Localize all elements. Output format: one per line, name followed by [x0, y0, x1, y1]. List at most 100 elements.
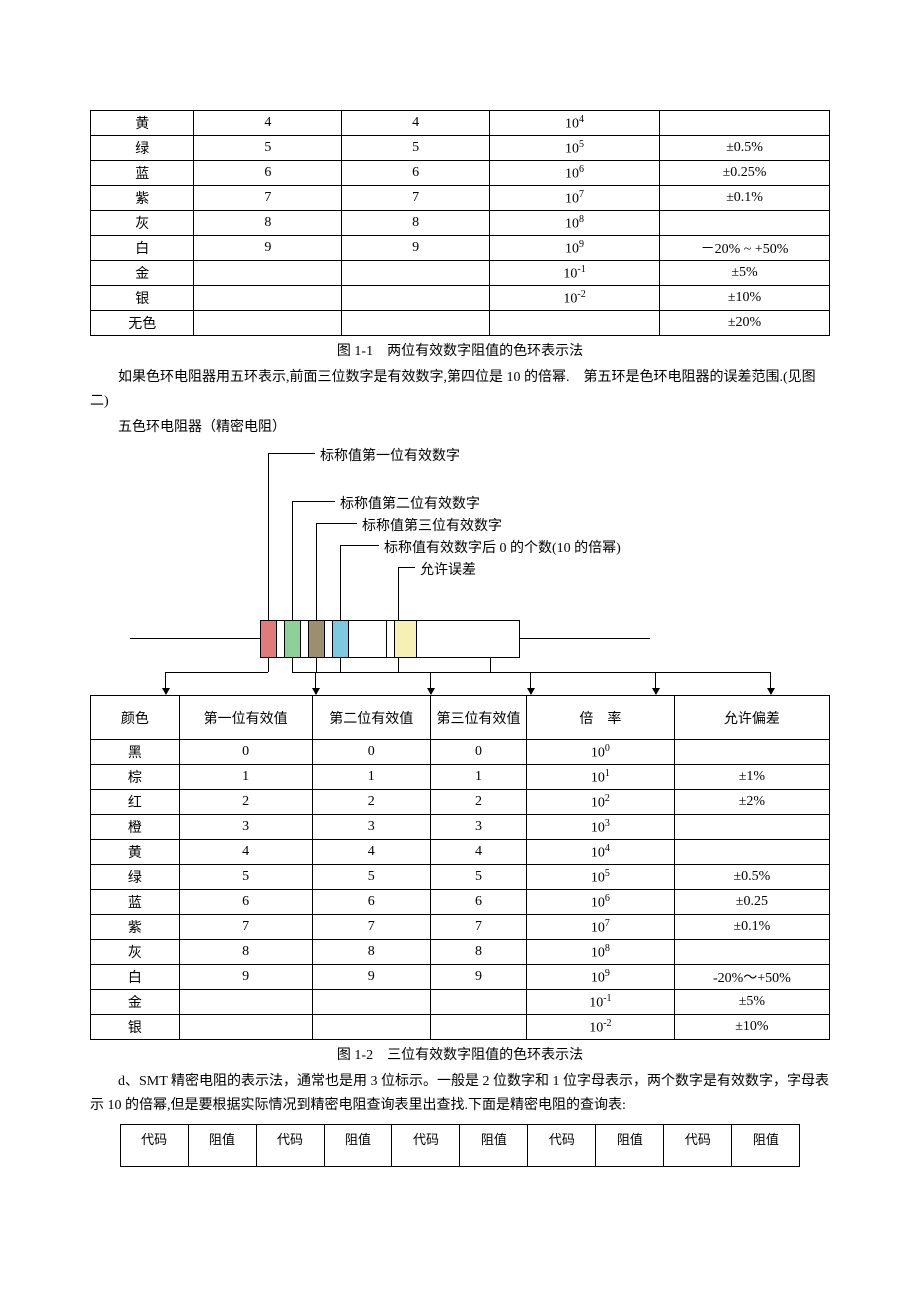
table-cell: 4 [430, 840, 526, 865]
diagram-label: 允许误差 [420, 559, 476, 579]
table-cell: 3 [430, 815, 526, 840]
resistor-band [261, 621, 277, 657]
table-cell [674, 940, 829, 965]
table-cell: 9 [194, 236, 342, 261]
table-cell: 104 [526, 840, 674, 865]
table-cell [674, 740, 829, 765]
table-cell [194, 286, 342, 311]
table-cell [194, 311, 342, 336]
table-cell: ±0.5% [674, 865, 829, 890]
resistor-band [395, 621, 417, 657]
table-cell: 6 [312, 890, 430, 915]
table-cell: －20% ~ +50% [660, 236, 830, 261]
table-cell: 7 [179, 915, 312, 940]
table-header-cell: 阻值 [324, 1124, 392, 1166]
table-cell: 白 [91, 965, 180, 990]
table-cell: 棕 [91, 765, 180, 790]
table-cell [430, 990, 526, 1015]
resistor-lead-right [520, 638, 650, 639]
table-cell: 灰 [91, 211, 194, 236]
table-cell: 10-1 [526, 990, 674, 1015]
table-header-cell: 阻值 [596, 1124, 664, 1166]
table-cell: 7 [194, 186, 342, 211]
table-cell [490, 311, 660, 336]
smt-lookup-table: 代码阻值代码阻值代码阻值代码阻值代码阻值 [120, 1124, 801, 1167]
table-cell: ±0.25% [660, 161, 830, 186]
resistor-band [325, 621, 333, 657]
table-cell [179, 990, 312, 1015]
table-cell: ±0.25 [674, 890, 829, 915]
table-cell: 9 [342, 236, 490, 261]
table-cell: 6 [430, 890, 526, 915]
table-cell: 8 [430, 940, 526, 965]
table-cell: 101 [526, 765, 674, 790]
table-cell: 1 [312, 765, 430, 790]
table-header-cell: 代码 [528, 1124, 596, 1166]
table-cell: 8 [312, 940, 430, 965]
resistor-band [333, 621, 349, 657]
table-cell: 绿 [91, 136, 194, 161]
table-cell [674, 815, 829, 840]
table-cell: 7 [312, 915, 430, 940]
table-cell: 106 [526, 890, 674, 915]
table-cell: 4 [312, 840, 430, 865]
table-cell: 银 [91, 1015, 180, 1040]
table-cell: 0 [312, 740, 430, 765]
table-cell: 10-2 [526, 1015, 674, 1040]
table-cell: 5 [430, 865, 526, 890]
table-cell: 102 [526, 790, 674, 815]
table-cell: 107 [490, 186, 660, 211]
table-cell: 0 [179, 740, 312, 765]
table-cell: 106 [490, 161, 660, 186]
table-cell: 7 [342, 186, 490, 211]
table-cell: -20%～+50% [674, 965, 829, 990]
table-cell: 金 [91, 990, 180, 1015]
table-cell: 金 [91, 261, 194, 286]
table-cell: 7 [430, 915, 526, 940]
table-cell: 104 [490, 111, 660, 136]
table-header-cell: 代码 [256, 1124, 324, 1166]
table-cell: 灰 [91, 940, 180, 965]
table-cell: 5 [179, 865, 312, 890]
table-cell: 6 [194, 161, 342, 186]
resistor-band [349, 621, 387, 657]
table-cell: 8 [179, 940, 312, 965]
table-cell: 2 [312, 790, 430, 815]
table-cell: 2 [430, 790, 526, 815]
table-cell: ±2% [674, 790, 829, 815]
resistor-body [260, 620, 520, 658]
table-header-cell: 阻值 [732, 1124, 800, 1166]
table-cell: 105 [526, 865, 674, 890]
table-cell: 109 [526, 965, 674, 990]
resistor-band [387, 621, 395, 657]
table-header-cell: 代码 [664, 1124, 732, 1166]
table-cell: 9 [179, 965, 312, 990]
caption-1-1: 图 1-1 两位有效数字阻值的色环表示法 [90, 340, 830, 360]
table-cell: ±0.5% [660, 136, 830, 161]
table-cell: ±0.1% [660, 186, 830, 211]
table-header-cell: 第三位有效值 [430, 696, 526, 740]
table-cell: ±10% [674, 1015, 829, 1040]
table-cell: 4 [179, 840, 312, 865]
resistor-4band-table: 黄44104绿55105±0.5%蓝66106±0.25%紫77107±0.1%… [90, 110, 830, 336]
table-header-cell: 颜色 [91, 696, 180, 740]
table-cell: 0 [430, 740, 526, 765]
table-header-cell: 第二位有效值 [312, 696, 430, 740]
paragraph-five-band-title: 五色环电阻器（精密电阻） [90, 416, 830, 440]
table-header-cell: 代码 [120, 1124, 188, 1166]
table-cell: 黑 [91, 740, 180, 765]
table-cell: 6 [342, 161, 490, 186]
table-cell [430, 1015, 526, 1040]
table-cell: 5 [194, 136, 342, 161]
paragraph-smt-intro: d、SMT 精密电阻的表示法，通常也是用 3 位标示。一般是 2 位数字和 1 … [90, 1070, 830, 1118]
table-cell: 白 [91, 236, 194, 261]
table-cell: 9 [312, 965, 430, 990]
caption-1-2: 图 1-2 三位有效数字阻值的色环表示法 [90, 1044, 830, 1064]
resistor-5band-table: 颜色第一位有效值第二位有效值第三位有效值倍 率允许偏差黑000100棕11110… [90, 695, 830, 1040]
table-cell [312, 990, 430, 1015]
table-cell: 3 [312, 815, 430, 840]
table-cell [674, 840, 829, 865]
table-cell: 黄 [91, 840, 180, 865]
table-header-cell: 允许偏差 [674, 696, 829, 740]
table-cell: 绿 [91, 865, 180, 890]
